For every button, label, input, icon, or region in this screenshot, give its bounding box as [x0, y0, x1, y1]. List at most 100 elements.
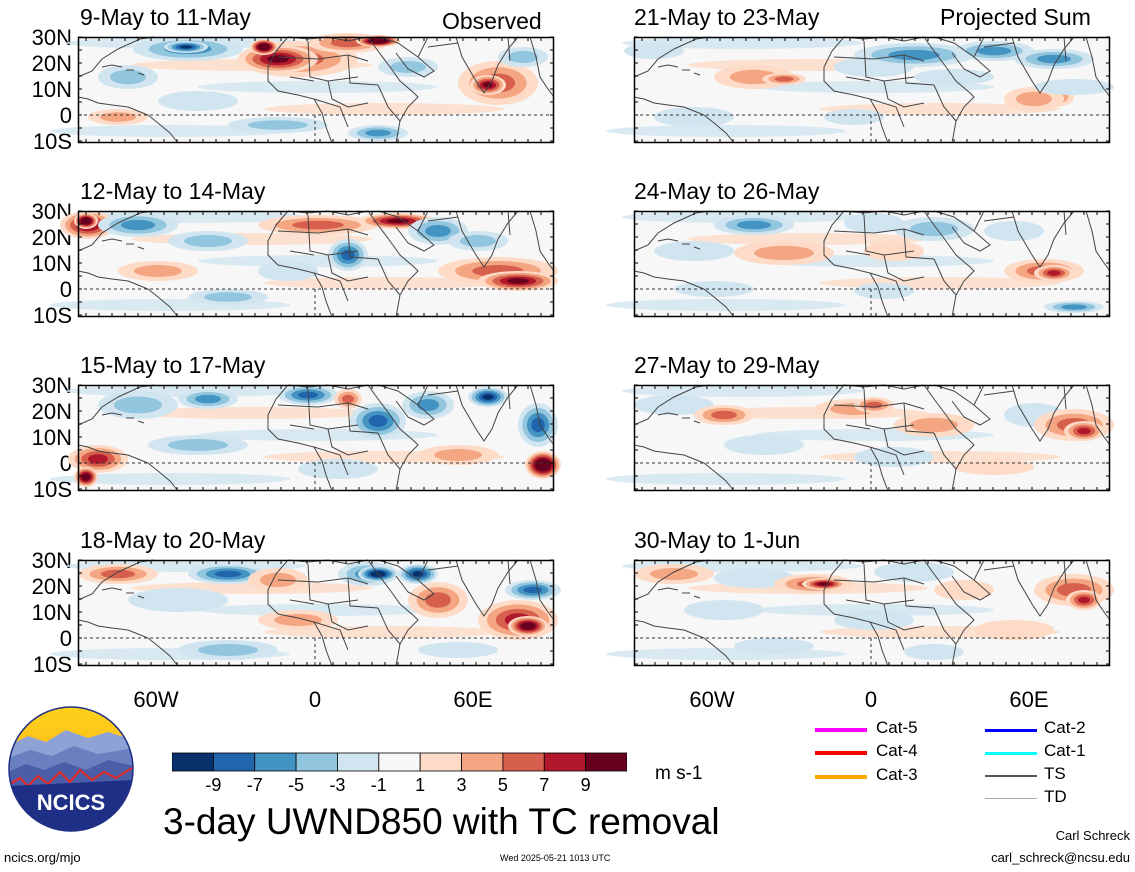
lat-label: 10N [31, 600, 72, 625]
lat-label: 20N [31, 225, 72, 250]
anomaly-contour [158, 91, 238, 111]
coastline [923, 210, 975, 318]
colorbar-label: -3 [329, 775, 346, 795]
coastline [377, 210, 435, 252]
anomaly-band [198, 604, 438, 616]
coastline [903, 54, 935, 86]
coastline [933, 258, 957, 296]
coastline [983, 216, 1015, 222]
anomaly-contour [724, 435, 804, 455]
anomaly-contour [373, 39, 383, 43]
anomaly-contour [198, 644, 258, 656]
anomaly-contour [425, 225, 451, 237]
coastline [657, 238, 679, 242]
anomaly-band [264, 626, 504, 638]
anomaly-contour [100, 112, 136, 122]
coastline [633, 619, 735, 667]
anomaly-contour [168, 439, 228, 451]
colorbar-swatch [378, 752, 421, 772]
coastline [1063, 384, 1067, 410]
panel-title-projected-1: 21-May to 23-May [634, 4, 820, 30]
coastline [77, 270, 179, 318]
anomaly-contour [734, 638, 814, 654]
anomaly-contour [387, 218, 409, 224]
legend-label-cat2: Cat-2 [1044, 718, 1086, 737]
lat-label: 0 [59, 451, 72, 476]
coastline [307, 388, 359, 430]
anomaly-contour [1016, 91, 1052, 107]
coastline [377, 36, 435, 78]
anomaly-contour [854, 447, 934, 467]
coastline [863, 388, 915, 430]
map-frame [633, 559, 1111, 667]
coastline [289, 76, 315, 82]
map-panel-observed-1 [50, 33, 555, 144]
coastline [313, 98, 349, 128]
coastline [1063, 559, 1067, 585]
anomaly-contour [984, 221, 1044, 241]
author-name: Carl Schreck [1055, 828, 1130, 843]
anomaly-contour [844, 213, 904, 233]
coastline [869, 621, 905, 651]
coastline [77, 444, 179, 492]
coastline [377, 84, 401, 122]
anomaly-band [606, 473, 846, 485]
coastline [933, 84, 957, 122]
anomaly-contour [100, 569, 136, 579]
coastline [633, 36, 711, 78]
coastline [507, 36, 511, 62]
coastline [267, 559, 333, 667]
anomaly-contour [874, 562, 954, 582]
coastline [313, 446, 349, 476]
anomaly-contour [88, 454, 108, 464]
anomaly-contour [342, 394, 354, 404]
lon-label-left: 0 [308, 687, 322, 712]
author-email[interactable]: carl_schreck@ncsu.edu [991, 850, 1130, 865]
lon-label-right: 60W [689, 687, 735, 712]
anomaly-band [264, 103, 504, 115]
colorbar-swatch [212, 752, 256, 772]
lat-label: 20N [31, 399, 72, 424]
anomaly-contour [818, 582, 830, 586]
anomaly-contour [531, 417, 545, 433]
anomaly-band [132, 407, 372, 419]
coastline [77, 36, 155, 78]
legend-line-cat5 [815, 728, 867, 732]
lat-label: 0 [59, 103, 72, 128]
coastline [427, 390, 459, 396]
coastline [367, 559, 419, 667]
map-panel-projected-2 [606, 210, 1111, 318]
coastline [327, 428, 369, 456]
anomaly-contour [248, 120, 308, 130]
colorbar-swatch [419, 752, 462, 772]
coastline [657, 412, 679, 416]
coastline [347, 402, 379, 434]
coastline [833, 228, 925, 236]
coastline [845, 250, 871, 256]
coastline [983, 390, 1015, 396]
coastline [367, 36, 419, 144]
coastline [693, 72, 701, 76]
website-link[interactable]: ncics.org/mjo [4, 850, 81, 865]
lat-label: 0 [59, 626, 72, 651]
anomaly-contour [298, 459, 378, 479]
anomaly-contour [754, 245, 814, 261]
coastline [277, 577, 369, 585]
coastline [307, 40, 359, 82]
anomaly-band [198, 255, 438, 267]
map-panel-projected-3 [606, 384, 1114, 492]
anomaly-band [688, 233, 928, 245]
coastline [1011, 36, 1075, 94]
legend-label-cat4: Cat-4 [876, 741, 918, 760]
coastline [327, 254, 369, 282]
anomaly-band [50, 473, 290, 485]
coastline [277, 54, 369, 62]
anomaly-contour [83, 474, 89, 480]
anomaly-contour [654, 241, 734, 261]
coastline [507, 210, 511, 236]
anomaly-contour [1036, 54, 1072, 64]
coastline [845, 424, 871, 430]
anomaly-contour [539, 462, 547, 468]
lat-label: 10S [32, 652, 72, 677]
coastline [883, 428, 925, 456]
